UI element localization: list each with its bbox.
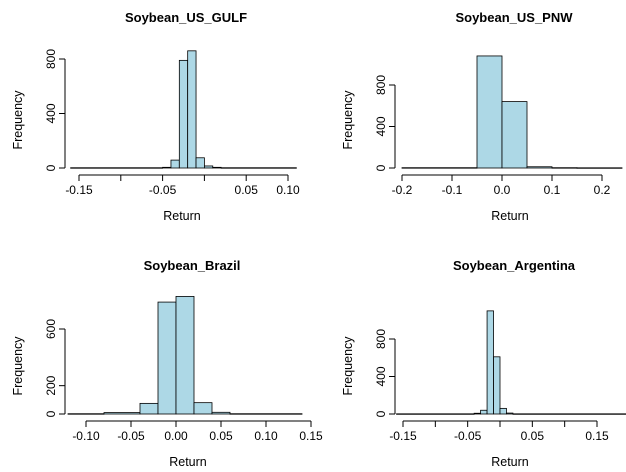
chart-title: Soybean_US_PNW [455,10,573,25]
histogram-bar [203,165,214,169]
histogram-bar [480,409,488,415]
y-tick-label: 0 [44,410,58,417]
x-axis-label: Return [163,209,201,223]
x-tick-label: -0.05 [117,429,145,443]
x-tick-label: 0.05 [235,183,259,197]
x-tick-label: -0.2 [392,183,413,197]
histogram-bar [220,167,297,169]
y-axis-label: Frequency [11,90,25,150]
histogram-bar [67,413,105,415]
x-tick-label: -0.05 [454,429,482,443]
histogram-bar [187,50,197,169]
y-axis-label: Frequency [341,90,355,150]
y-axis-label: Frequency [11,336,25,396]
y-tick-label: 800 [374,329,388,349]
y-tick-label: 0 [374,410,388,417]
x-tick-label: 0.15 [299,429,323,443]
x-axis-label: Return [169,455,207,469]
histogram-bar [551,167,578,169]
histogram-bar [211,411,231,415]
histogram-bar [486,310,494,415]
y-axis-label: Frequency [341,336,355,396]
histogram-bar [512,413,626,415]
histogram-bar [70,167,163,169]
histogram-bar [473,412,481,415]
histogram-bar [501,101,528,169]
x-tick-label: 0.1 [544,183,561,197]
histogram-bar [178,59,189,169]
chart-title: Soybean_Argentina [453,258,576,273]
histogram-bar [103,412,141,415]
x-tick-label: 0.10 [276,183,300,197]
x-tick-label: 0.0 [494,183,511,197]
chart-title: Soybean_US_GULF [125,10,247,25]
histogram-bar [139,402,159,415]
chart-panel-2: Soybean_US_PNW -0.2 -0.1 0.0 0.1 0.2 0 400 800 Re… [341,10,623,223]
histogram-bar [170,159,180,169]
chart-title: Soybean_Brazil [144,258,241,273]
histogram-bar [476,55,503,169]
chart-panel-4: Soybean_Argentina -0.15 -0.05 0.05 0.15 0 400 8… [341,258,626,469]
histogram-bar [493,356,501,415]
x-tick-label: 0.00 [164,429,188,443]
histogram-bar [499,407,507,415]
histogram-bar [212,166,222,169]
x-tick-label: -0.10 [72,429,100,443]
histogram-bar [526,166,553,169]
x-tick-label: 0.10 [254,429,278,443]
x-tick-label: 0.2 [594,183,611,197]
y-tick-label: 400 [44,103,58,123]
histogram-bar [396,413,475,415]
y-tick-label: 200 [44,375,58,395]
x-tick-label: -0.05 [149,183,177,197]
x-tick-label: 0.15 [585,429,609,443]
histogram-bar [506,412,514,415]
x-tick-label: -0.1 [442,183,463,197]
y-tick-label: 0 [374,164,388,171]
y-tick-label: 0 [44,164,58,171]
histogram-bar [193,402,213,415]
x-tick-label: 0.05 [521,429,545,443]
x-tick-label: -0.15 [65,183,93,197]
histogram-bar [229,413,303,415]
histogram-bar [195,157,205,169]
histogram-bar [157,301,177,415]
histogram-bar [162,166,172,169]
x-tick-label: 0.05 [209,429,233,443]
y-tick-label: 800 [44,49,58,69]
y-tick-label: 400 [374,116,388,136]
histogram-bar [401,167,478,169]
chart-panel-1: Soybean_US_GULF -0.15 -0.05 0.05 0.10 0 400 800… [11,10,300,223]
chart-panel-3: Soybean_Brazil -0.10 -0.05 0.00 0.05 0.10 0.15… [11,258,323,469]
x-axis-label: Return [491,455,529,469]
y-tick-label: 600 [44,319,58,339]
x-axis-label: Return [491,209,529,223]
y-tick-label: 400 [374,366,388,386]
x-tick-label: -0.15 [389,429,417,443]
y-tick-label: 800 [374,75,388,95]
histogram-bar [576,167,623,169]
histogram-bar [175,296,195,415]
